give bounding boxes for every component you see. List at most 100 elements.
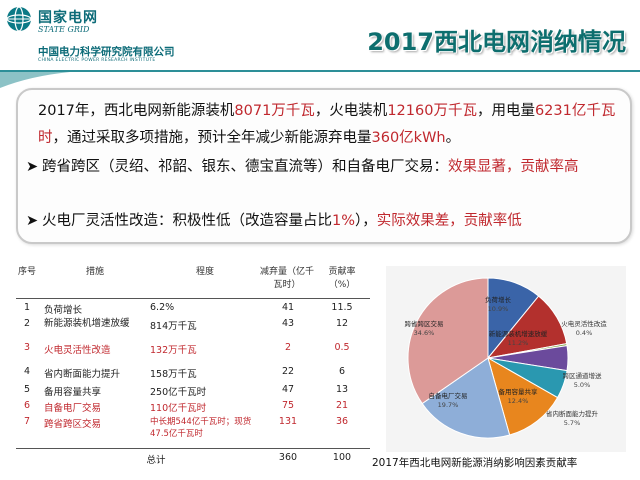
table-header-row: 序号 措施 程度 减弃量（亿千瓦时） 贡献率（%） (16, 264, 370, 294)
state-grid-logo-icon (6, 6, 32, 32)
row-contribution: 21 (335, 400, 349, 411)
pie-slice (421, 357, 511, 439)
row-reduction: 131 (278, 416, 298, 427)
table-row: 6 自备电厂交易 110亿千瓦时 75 21 (16, 400, 370, 414)
bullet-highlight: 实际效果差，贡献率低 (376, 213, 522, 229)
table-row: 3 火电灵活性改造 132万千瓦 2 0.5 (16, 342, 370, 356)
table-rule (16, 448, 370, 449)
pie-slice-label: 火电灵活性改造 (561, 319, 607, 328)
row-no: 5 (23, 384, 31, 395)
pie-slice-value: 19.7% (438, 401, 459, 409)
total-label: 总计 (146, 455, 166, 466)
row-reduction: 47 (281, 384, 295, 395)
row-degree: 中长期544亿千瓦时；现货47.5亿千瓦时 (150, 417, 252, 439)
pie-slice-label: 备用容量共享 (499, 387, 539, 396)
summary-text: ，用电量 (476, 103, 535, 119)
ne-capacity-value: 8071万千瓦 (234, 103, 315, 119)
row-degree: 814万千瓦 (150, 321, 197, 332)
summary-box: 2017年，西北电网新能源装机8071万千瓦，火电装机12160万千瓦，用电量6… (16, 88, 632, 244)
bullet-arrow-icon: ➤ (26, 213, 39, 229)
bullet-text: 跨省跨区（灵绍、祁韶、银东、德宝直流等）和自备电厂交易： (42, 159, 448, 175)
row-no: 2 (23, 318, 31, 329)
table-row: 4 省内断面能力提升 158万千瓦 22 6 (16, 366, 370, 380)
summary-text: ，通过采取多项措施，预计全年减少新能源弃电量 (52, 130, 372, 146)
row-degree: 132万千瓦 (150, 345, 197, 356)
row-no: 1 (23, 302, 31, 313)
row-contribution: 6 (338, 366, 346, 377)
row-degree: 158万千瓦 (150, 369, 197, 380)
pie-slice-value: 11.2% (508, 339, 529, 347)
table-row: 7 跨省跨区交易 中长期544亿千瓦时；现货47.5亿千瓦时 131 36 (16, 416, 370, 444)
row-no: 3 (23, 342, 31, 353)
header-degree: 程度 (195, 267, 214, 277)
row-contribution: 0.5 (334, 342, 350, 353)
bullet-cross-region: ➤ 跨省跨区（灵绍、祁韶、银东、德宝直流等）和自备电厂交易：效果显著，贡献率高 (26, 154, 616, 181)
institute-name-en: CHINA ELECTRIC POWER RESEARCH INSTITUTE (38, 58, 156, 63)
table-row: 5 备用容量共享 250亿千瓦时 47 13 (16, 384, 370, 398)
row-contribution: 12 (335, 318, 349, 329)
row-contribution: 36 (335, 416, 349, 427)
row-no: 4 (23, 366, 31, 377)
consumption-value: 6231亿千瓦时 (38, 103, 616, 146)
pie-slice-value: 12.4% (508, 397, 529, 405)
row-contribution: 13 (335, 384, 349, 395)
row-degree: 6.2% (150, 302, 175, 313)
header-reduction: 减弃量（亿千瓦时） (260, 267, 315, 290)
row-reduction: 41 (281, 302, 295, 313)
row-reduction: 22 (281, 366, 295, 377)
pie-slice-label: 跨省跨区交易 (405, 319, 444, 328)
measures-table: 序号 措施 程度 减弃量（亿千瓦时） 贡献率（%） 1 负荷增长 6.2% 41 11.… (16, 262, 370, 472)
summary-text: ，火电装机 (314, 103, 388, 119)
header-divider (0, 70, 640, 72)
row-degree: 250亿千瓦时 (150, 387, 207, 398)
header-measure: 措施 (85, 267, 104, 277)
bullet-highlight: 效果显著，贡献率高 (448, 159, 579, 175)
pie-slice-value: 5.7% (564, 419, 581, 427)
row-measure: 备用容量共享 (44, 387, 102, 398)
table-row: 1 负荷增长 6.2% 41 11.5 (16, 302, 370, 316)
logo-text-en: STATE GRID (38, 25, 90, 34)
row-no: 6 (23, 400, 31, 411)
bullet-thermal-retrofit: ➤ 火电厂灵活性改造：积极性低（改造容量占比1%），实际效果差，贡献率低 (26, 208, 616, 235)
header-decoration (0, 72, 70, 88)
header-contribution: 贡献率（%） (328, 267, 356, 290)
row-measure: 跨省跨区交易 (44, 419, 102, 430)
pie-slice-label: 省内断面能力提升 (546, 409, 599, 418)
bullet-percent: 1% (332, 213, 356, 229)
pie-slice-value: 0.4% (576, 329, 593, 337)
pie-slice-value: 34.6% (414, 329, 435, 337)
row-contribution: 11.5 (331, 302, 353, 313)
pie-slice-label: 自备电厂交易 (429, 391, 468, 400)
row-reduction: 43 (281, 318, 295, 329)
page-title: 2017西北电网消纳情况 (367, 28, 626, 56)
header-no: 序号 (18, 267, 37, 277)
pie-slice-label: 新能源装机增速放缓 (489, 329, 548, 338)
pie-slice-value: 5.0% (574, 381, 591, 389)
pie-slice-label: 负荷增长 (485, 295, 512, 304)
pie-slice-value: 10.9% (488, 305, 509, 313)
pie-slice-label: 跨区通道增送 (563, 371, 603, 380)
row-measure: 火电灵活性改造 (44, 345, 111, 356)
bullet-text: 火电厂灵活性改造：积极性低（改造容量占比 (42, 213, 332, 229)
summary-paragraph: 2017年，西北电网新能源装机8071万千瓦，火电装机12160万千瓦，用电量6… (38, 98, 618, 152)
chart-title: 2017年西北电网新能源消纳影响因素贡献率 (372, 457, 578, 469)
pie-chart-panel: 负荷增长 10.9% 新能源装机增速放缓 11.2% 火电灵活性改造 0.4% 跨区通道增送… (386, 266, 626, 452)
table-rule (16, 298, 370, 299)
total-reduction: 360 (278, 452, 298, 463)
row-measure: 新能源装机增速放缓 (44, 318, 130, 329)
summary-text: 。 (445, 130, 461, 146)
bullet-arrow-icon: ➤ (26, 159, 39, 175)
pie-slice (407, 277, 489, 405)
row-reduction: 75 (281, 400, 295, 411)
table-row: 2 新能源装机增速放缓 814万千瓦 43 12 (16, 318, 370, 340)
logo-text-cn: 国家电网 (38, 10, 98, 26)
row-measure: 自备电厂交易 (44, 403, 102, 414)
curtailment-reduction-value: 360亿kWh (371, 130, 446, 146)
row-no: 7 (23, 416, 31, 427)
institute-name-cn: 中国电力科学研究院有限公司 (38, 46, 175, 58)
pie-slice (487, 356, 559, 436)
row-degree: 110亿千瓦时 (150, 403, 207, 414)
summary-text: 2017年，西北电网新能源装机 (38, 103, 235, 119)
row-measure: 负荷增长 (44, 305, 83, 316)
